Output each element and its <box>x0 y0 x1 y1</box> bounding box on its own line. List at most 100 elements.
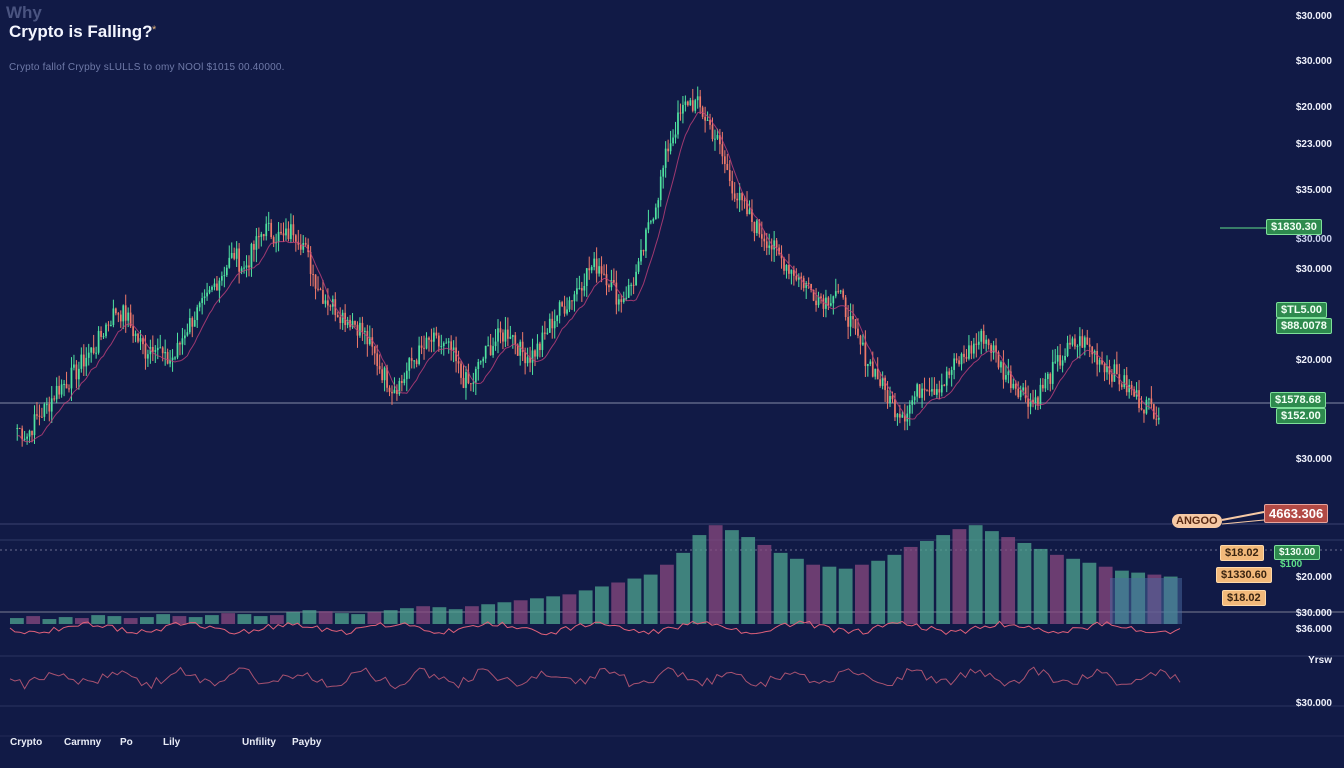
candle-body <box>216 283 218 291</box>
candle-body <box>366 330 369 345</box>
candle-body <box>467 372 470 384</box>
candle-body <box>248 265 250 268</box>
candle-body <box>1138 390 1140 408</box>
candle-body <box>788 264 790 274</box>
candle-body <box>948 371 951 375</box>
candle-body <box>53 398 56 400</box>
candle-body <box>314 274 317 289</box>
y-tick-label: Yrsw <box>1308 655 1332 666</box>
candle-body <box>38 415 41 417</box>
candle-body <box>307 244 310 253</box>
candle-body <box>691 100 694 111</box>
volume-bar <box>627 578 642 624</box>
candle-body <box>50 398 53 412</box>
candle-body <box>820 296 822 299</box>
moving-average-line <box>17 111 1160 443</box>
candle-body <box>228 257 231 268</box>
candle-body <box>359 322 361 336</box>
candle-body <box>1042 384 1044 389</box>
candle-body <box>509 336 512 339</box>
candle-body <box>534 350 536 357</box>
volume-bar <box>286 612 301 624</box>
nav-po[interactable]: Po <box>120 737 133 748</box>
candle-body <box>267 222 270 224</box>
candle-body <box>1120 384 1123 388</box>
candle-body <box>188 318 191 333</box>
candle-body <box>987 339 990 346</box>
candle-body <box>573 294 576 302</box>
candle-body <box>810 283 812 290</box>
volume-bar <box>1017 542 1032 624</box>
volume-bar <box>530 598 544 624</box>
candle-body <box>891 395 894 400</box>
candle-body <box>255 236 258 250</box>
candle-body <box>312 274 314 276</box>
candle-body <box>218 280 221 291</box>
candle-body <box>849 316 852 327</box>
candle-body <box>1046 373 1049 379</box>
volume-bar <box>432 607 447 624</box>
candle-body <box>936 389 938 395</box>
nav-carmny[interactable]: Carmny <box>64 737 102 748</box>
candle-body <box>378 366 381 370</box>
candle-body <box>662 167 665 177</box>
candle-body <box>1111 374 1113 382</box>
candle-body <box>368 337 371 345</box>
candle-body <box>546 332 549 334</box>
candle-body <box>839 290 842 292</box>
candle-body <box>445 342 448 344</box>
candle-body <box>765 241 768 248</box>
candle-body <box>588 268 591 271</box>
candle-body <box>100 330 102 337</box>
candle-body <box>578 288 581 290</box>
candle-body <box>465 372 467 388</box>
volume-bar <box>42 619 57 624</box>
candle-body <box>26 436 28 439</box>
candle-body <box>294 235 297 242</box>
candle-body <box>536 343 539 357</box>
y-tick-label: $23.000 <box>1295 139 1332 150</box>
candle-body <box>1096 350 1098 365</box>
candle-body <box>743 200 746 202</box>
candle-body <box>583 285 586 291</box>
candle-body <box>723 156 726 164</box>
volume-bar <box>936 535 951 624</box>
candle-body <box>548 318 551 333</box>
candle-body <box>1088 344 1091 347</box>
volume-bar <box>335 613 349 624</box>
nav-unfility[interactable]: Unfility <box>242 737 276 748</box>
candle-body <box>595 258 598 274</box>
y-tick-label: $30.000 <box>1295 608 1332 619</box>
candle-body <box>716 134 719 139</box>
candle-body <box>1051 362 1054 384</box>
candle-body <box>403 379 406 384</box>
candle-body <box>329 305 332 307</box>
candle-body <box>489 345 492 356</box>
candle-body <box>970 345 973 354</box>
candle-body <box>938 389 941 393</box>
candle-body <box>253 243 255 250</box>
candle-body <box>1049 373 1052 384</box>
nav-crypto[interactable]: Crypto <box>10 737 43 748</box>
candle-body <box>181 338 184 345</box>
candle-body <box>558 302 561 316</box>
y-tick-label: $30.000 <box>1295 264 1332 275</box>
price-badge-orange: $18.02 <box>1222 590 1266 606</box>
candle-body <box>265 223 268 237</box>
nav-lily[interactable]: Lily <box>163 737 181 748</box>
candle-body <box>1071 338 1074 345</box>
nav-payby[interactable]: Payby <box>292 737 322 748</box>
volume-bar <box>318 611 333 624</box>
candle-body <box>632 284 635 286</box>
candle-body <box>585 268 588 286</box>
candle-body <box>859 335 862 345</box>
candle-body <box>1044 378 1047 389</box>
candle-body <box>124 305 127 321</box>
candle-body <box>376 353 379 367</box>
candle-body <box>1019 390 1022 398</box>
candle-body <box>719 134 721 145</box>
candle-body <box>73 364 75 368</box>
candle-body <box>879 379 882 386</box>
candle-body <box>1133 389 1135 397</box>
